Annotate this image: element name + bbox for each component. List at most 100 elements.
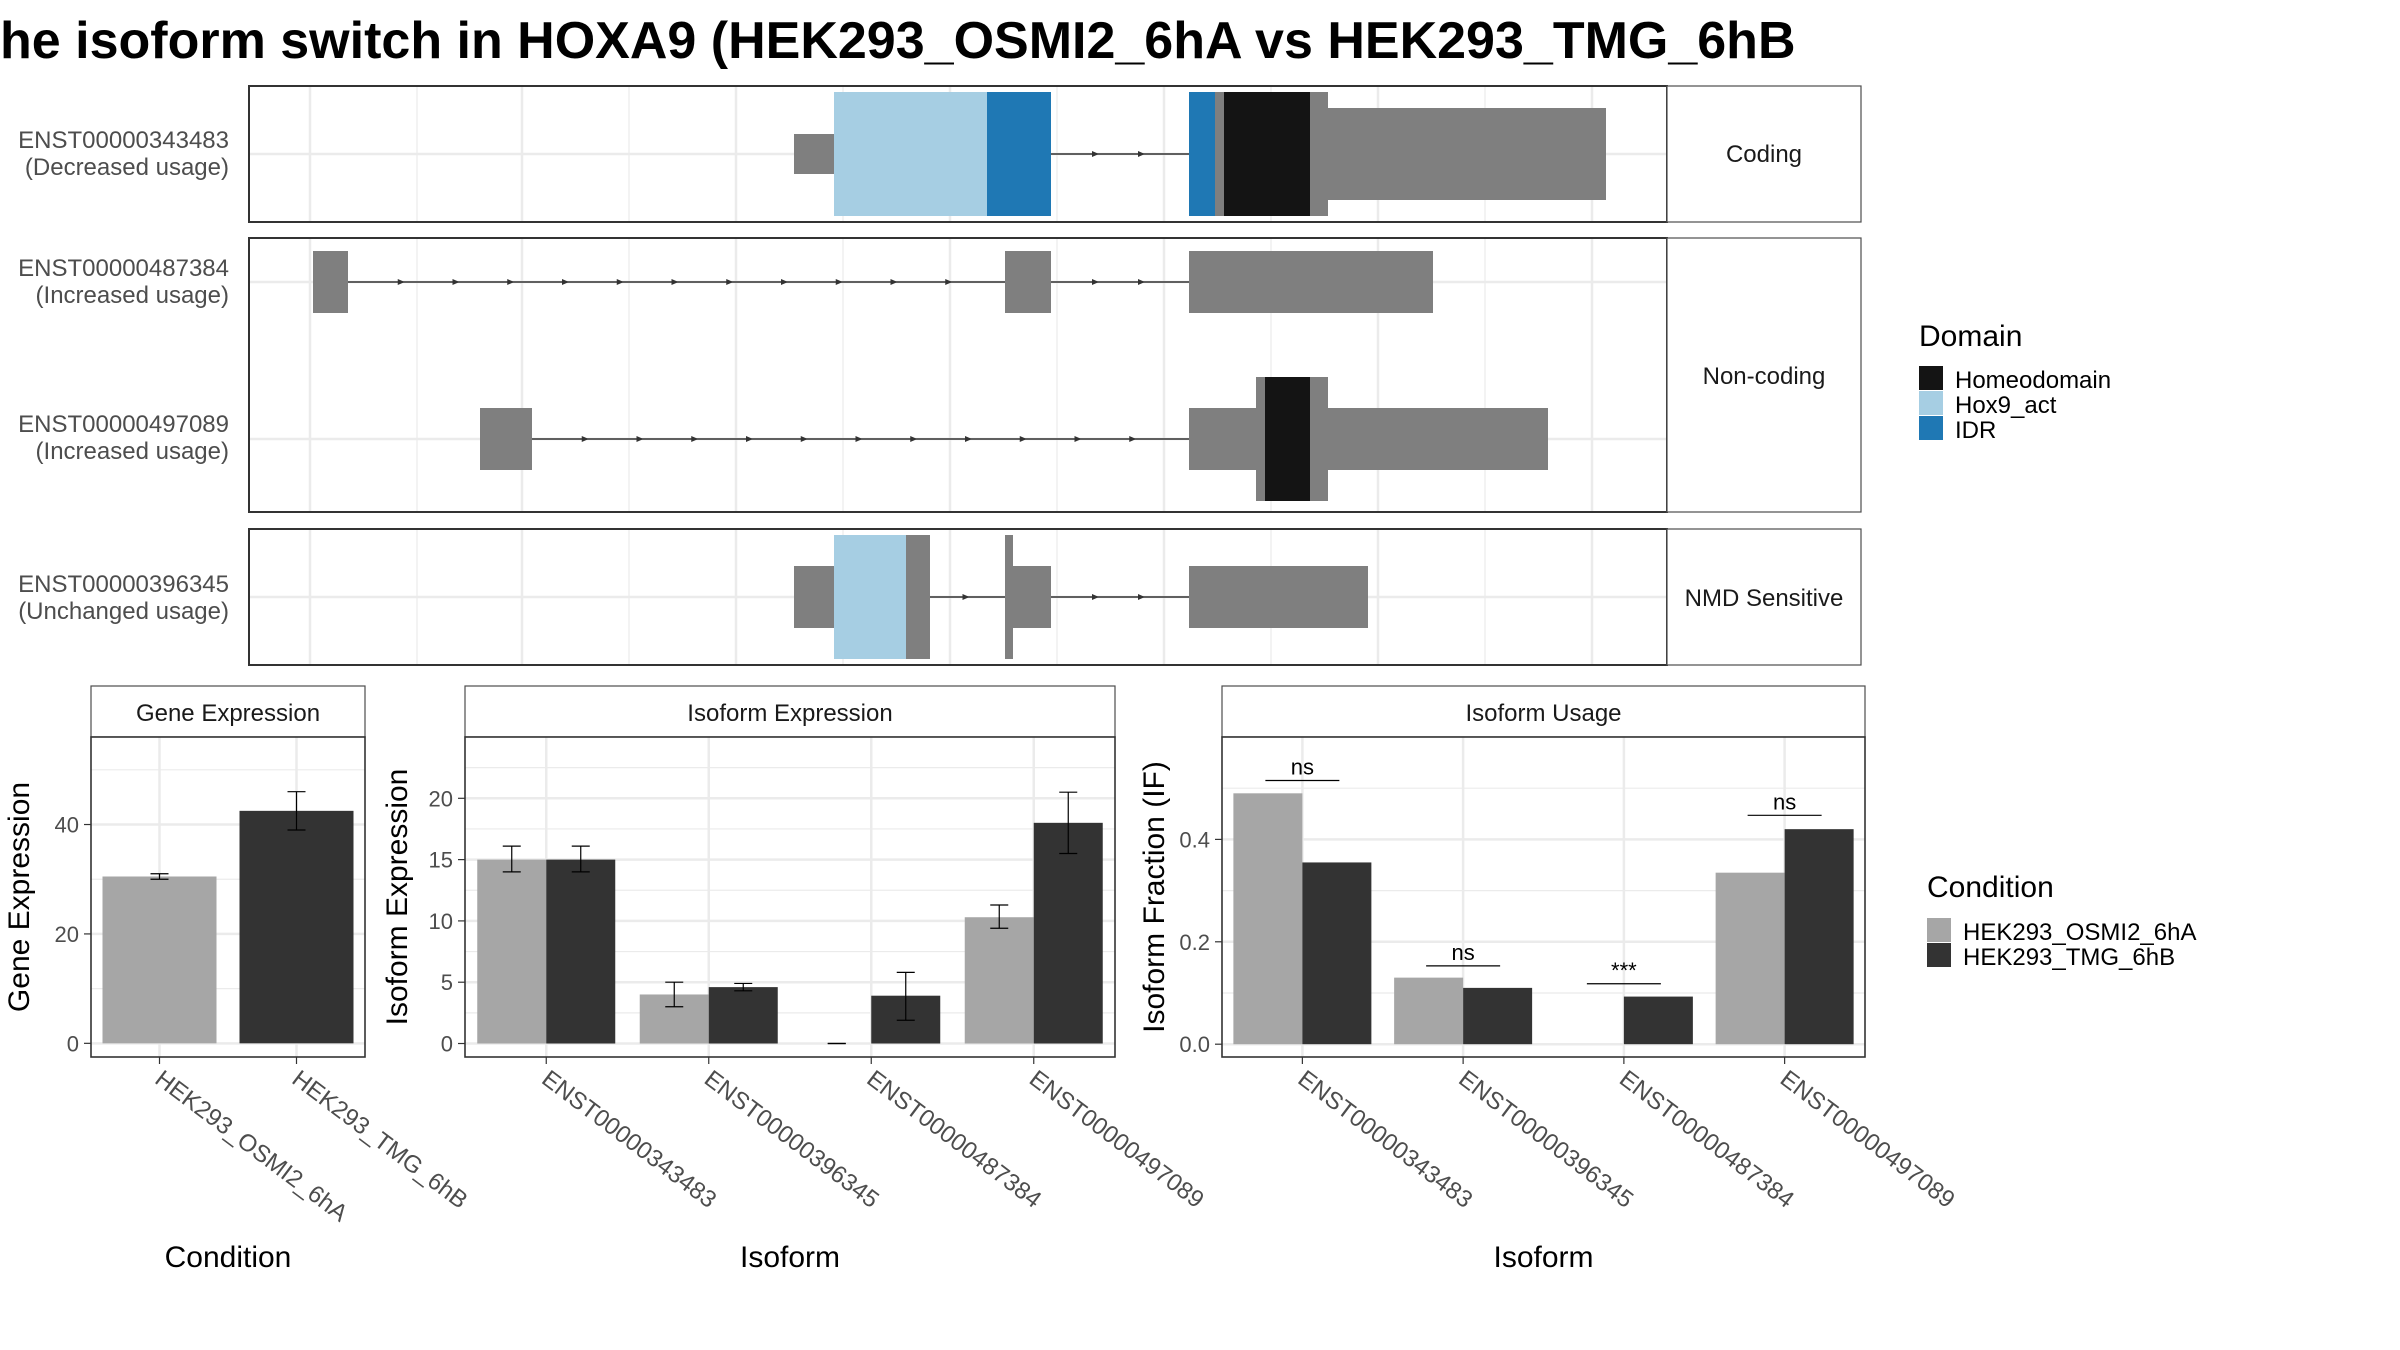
bar (708, 987, 778, 1044)
legend-swatch-hox9-act (1919, 391, 1943, 415)
chart-title: Isoform Expression (687, 700, 892, 727)
legend-label-homeodomain: Homeodomain (1955, 367, 2111, 394)
utr-exon (1189, 566, 1368, 628)
domain-hox9-act (834, 535, 906, 659)
condition-legend-title: Condition (1927, 871, 2054, 904)
facet-strip-nmd (1666, 528, 1862, 666)
x-axis-title: Isoform (740, 1241, 840, 1274)
transcript-id-label: ENST00000487384 (18, 255, 229, 282)
legend-label-condition-b: HEK293_TMG_6hB (1963, 944, 2175, 971)
chart-title: Isoform Usage (1465, 700, 1621, 727)
intron-arrow (910, 436, 918, 442)
facet-label-noncoding: Non-coding (1703, 363, 1826, 390)
intron-arrow (835, 279, 843, 285)
intron-arrow (1092, 151, 1099, 157)
bar (1233, 793, 1303, 1045)
legend-swatch-condition-a (1927, 918, 1951, 942)
utr-exon (1328, 108, 1606, 200)
plot-frame (464, 736, 1116, 1058)
intron-arrow (507, 279, 515, 285)
bar (1033, 822, 1103, 1044)
intron-arrow (1138, 279, 1145, 285)
y-tick-label: 0.4 (1179, 827, 1210, 852)
transcript-usage-label: (Unchanged usage) (18, 598, 229, 625)
facet-strip (1221, 685, 1866, 738)
bar (102, 876, 217, 1044)
intron-arrow (691, 436, 699, 442)
domain-legend: Domain Homeodomain Hox9_act IDR (1919, 320, 2111, 444)
legend-label-idr: IDR (1955, 417, 1996, 444)
transcript-id-label: ENST00000497089 (18, 411, 229, 438)
domain-homeodomain (1265, 377, 1310, 501)
x-tick-label: ENST00000487384 (862, 1065, 1047, 1213)
intron-arrow (1138, 151, 1145, 157)
intron-arrow (1092, 279, 1099, 285)
transcript-structure-panel: ENST00000343483 (Decreased usage) ENST00… (18, 85, 1862, 666)
bar (1623, 996, 1693, 1045)
noncoding-exon (313, 251, 348, 313)
intron-arrow (616, 279, 624, 285)
x-tick-label: ENST00000396345 (1454, 1065, 1639, 1213)
intron-arrow (965, 436, 972, 442)
x-axis-title: Condition (165, 1241, 292, 1274)
intron-arrow (1129, 436, 1137, 442)
intron-arrow (1019, 436, 1027, 442)
transcript-id-label: ENST00000343483 (18, 127, 229, 154)
facet-strip (464, 685, 1116, 738)
isoform-expression-chart: Isoform ExpressionENST00000343483ENST000… (381, 685, 1209, 1274)
intron-arrow (1138, 594, 1145, 600)
noncoding-exon (1189, 408, 1548, 470)
legend-swatch-condition-b (1927, 943, 1951, 967)
y-tick-label: 40 (55, 813, 79, 838)
x-tick-label: ENST00000343483 (1293, 1065, 1478, 1213)
intron-arrow (800, 436, 808, 442)
y-tick-label: 20 (429, 786, 453, 811)
plot-frame (1221, 736, 1866, 1058)
utr-exon (794, 134, 834, 174)
legend-label-condition-a: HEK293_OSMI2_6hA (1963, 919, 2196, 946)
bar (1715, 872, 1785, 1045)
bar (477, 859, 547, 1044)
x-tick-label: ENST00000497089 (1024, 1065, 1209, 1213)
bar (546, 859, 616, 1044)
y-tick-label: 0.0 (1179, 1032, 1210, 1057)
intron-arrow (671, 279, 679, 285)
utr-exon (1005, 566, 1051, 628)
intron-arrow (1092, 594, 1099, 600)
domain-idr (1189, 92, 1215, 216)
y-tick-label: 15 (429, 848, 453, 873)
domain-homeodomain (1224, 92, 1310, 216)
facet-label-nmd: NMD Sensitive (1685, 585, 1844, 612)
facet-strip-noncoding (1666, 237, 1862, 513)
y-tick-label: 0 (441, 1032, 453, 1057)
bar (1394, 977, 1464, 1045)
chart-title: Gene Expression (136, 700, 320, 727)
y-tick-label: 0.2 (1179, 930, 1210, 955)
intron-arrow (581, 436, 589, 442)
facet-strip (90, 685, 366, 738)
bar (1302, 862, 1372, 1045)
facet-label-coding: Coding (1726, 141, 1802, 168)
bar (1784, 829, 1854, 1045)
legend-swatch-homeodomain (1919, 366, 1943, 390)
structure-panel-background (249, 238, 1667, 512)
domain-idr (987, 92, 1051, 216)
x-tick-label: ENST00000487384 (1614, 1065, 1799, 1213)
noncoding-exon (480, 408, 532, 470)
intron-arrow (562, 279, 569, 285)
intron-arrow (890, 279, 898, 285)
y-axis-title: Gene Expression (3, 782, 36, 1012)
legend-label-hox9-act: Hox9_act (1955, 392, 2057, 419)
legend-swatch-idr (1919, 416, 1943, 440)
condition-legend: Condition HEK293_OSMI2_6hA HEK293_TMG_6h… (1927, 871, 2196, 971)
intron-arrow (452, 279, 460, 285)
noncoding-exon (1005, 251, 1051, 313)
intron-arrow (781, 279, 788, 285)
noncoding-exon (1189, 251, 1433, 313)
plot-frame (90, 736, 366, 1058)
intron-arrow (945, 279, 953, 285)
x-tick-label: ENST00000396345 (699, 1065, 884, 1213)
gene-expression-chart: Gene ExpressionHEK293_OSMI2_6hAHEK293_TM… (3, 685, 473, 1274)
facet-strip-coding (1666, 85, 1862, 223)
